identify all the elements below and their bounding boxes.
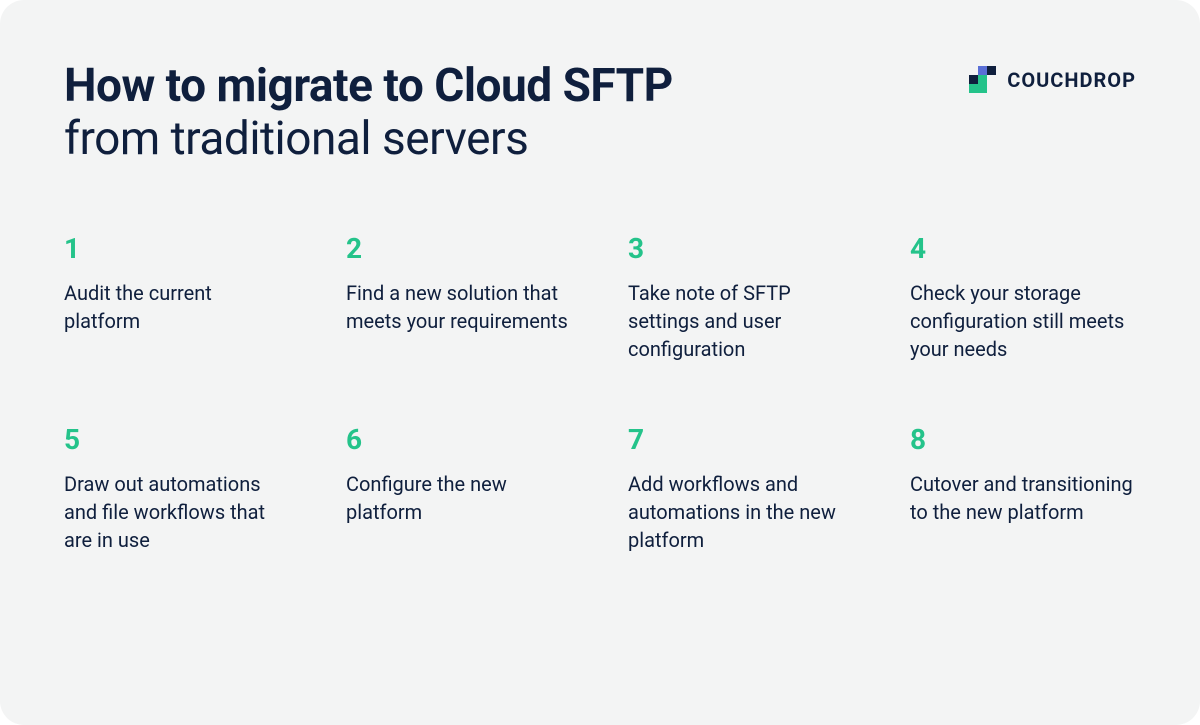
step-text: Check your storage configuration still m… xyxy=(910,279,1136,363)
title-bold: How to migrate to Cloud SFTP xyxy=(64,60,673,113)
step-1: 1 Audit the current platform xyxy=(64,232,290,363)
step-4: 4 Check your storage configuration still… xyxy=(910,232,1136,363)
step-number: 6 xyxy=(346,423,572,456)
step-number: 4 xyxy=(910,232,1136,265)
step-number: 1 xyxy=(64,232,290,265)
step-2: 2 Find a new solution that meets your re… xyxy=(346,232,572,363)
step-3: 3 Take note of SFTP settings and user co… xyxy=(628,232,854,363)
title-light: from traditional servers xyxy=(64,113,673,166)
infographic-card: How to migrate to Cloud SFTP from tradit… xyxy=(0,0,1200,725)
step-text: Configure the new platform xyxy=(346,470,572,526)
step-5: 5 Draw out automations and file workflow… xyxy=(64,423,290,554)
steps-grid: 1 Audit the current platform 2 Find a ne… xyxy=(64,232,1136,554)
step-number: 8 xyxy=(910,423,1136,456)
step-text: Take note of SFTP settings and user conf… xyxy=(628,279,854,363)
step-6: 6 Configure the new platform xyxy=(346,423,572,554)
step-text: Find a new solution that meets your requ… xyxy=(346,279,572,335)
brand-mark-icon xyxy=(969,66,997,94)
step-text: Cutover and transitioning to the new pla… xyxy=(910,470,1136,526)
step-number: 7 xyxy=(628,423,854,456)
step-text: Add workflows and automations in the new… xyxy=(628,470,854,554)
step-number: 5 xyxy=(64,423,290,456)
step-number: 2 xyxy=(346,232,572,265)
step-text: Draw out automations and file workflows … xyxy=(64,470,290,554)
brand-name: COUCHDROP xyxy=(1007,68,1136,92)
title-block: How to migrate to Cloud SFTP from tradit… xyxy=(64,60,673,166)
step-8: 8 Cutover and transitioning to the new p… xyxy=(910,423,1136,554)
step-text: Audit the current platform xyxy=(64,279,290,335)
header-row: How to migrate to Cloud SFTP from tradit… xyxy=(64,60,1136,166)
brand-logo: COUCHDROP xyxy=(969,66,1136,94)
step-number: 3 xyxy=(628,232,854,265)
step-7: 7 Add workflows and automations in the n… xyxy=(628,423,854,554)
